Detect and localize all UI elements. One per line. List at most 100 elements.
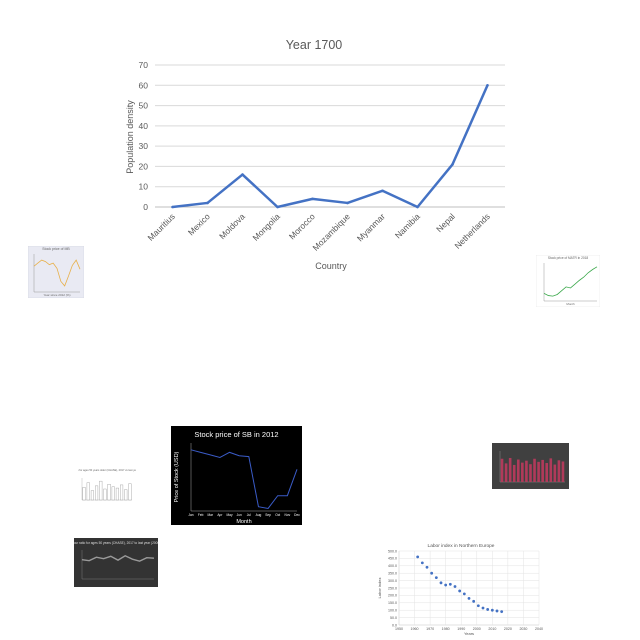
y-tick-label: 400.0: [388, 564, 397, 568]
data-point: [346, 201, 349, 205]
y-tick-label: 30: [139, 141, 149, 151]
thumbnail-bar: [120, 484, 124, 501]
y-tick-label: 40: [139, 121, 149, 131]
thumbnail-chart-sb: Stock price of SB in 2012 Month Price of S…: [171, 426, 302, 525]
thumbnail-bar: [99, 480, 103, 501]
x-tick-label: Sep: [265, 513, 271, 517]
y-tick-label: 0: [143, 202, 148, 212]
thumbnail-bar: [553, 464, 557, 482]
thumbnail-chart-matr: Stock price of MATR in 2018 Month: [536, 255, 600, 307]
thumbnail-chart-ratio-bars: Your ratio for ages 50 years older (CHAS…: [78, 466, 136, 506]
thumbnail-background: [536, 255, 600, 307]
thumbnail-title: Your ratio for ages 50 years (CHASE), 20…: [74, 541, 158, 545]
scatter-point: [444, 583, 448, 587]
y-axis-label: Population density: [125, 100, 135, 174]
thumbnail-bar: [516, 459, 520, 482]
thumbnail-bar: [529, 464, 532, 482]
scatter-point: [476, 604, 480, 608]
thumbnail-series-line: [81, 555, 155, 562]
scatter-point: [416, 555, 420, 559]
thumbnail-chart-dark-bars: [492, 443, 569, 489]
x-tick-label: 2030: [519, 627, 527, 631]
scatter-point: [490, 608, 494, 612]
x-tick-label: Netherlands: [452, 211, 491, 250]
y-tick-label: 450.0: [388, 557, 397, 561]
scatter-point: [467, 596, 471, 600]
data-point: [206, 201, 209, 205]
x-tick-label: Mozambique: [310, 211, 352, 253]
x-tick-label: Myanmar: [355, 211, 387, 243]
data-point: [416, 205, 419, 209]
x-tick-label: Jan: [188, 513, 193, 517]
x-tick-label: Mauritius: [145, 211, 176, 242]
x-tick-label: 2020: [504, 627, 512, 631]
thumbnail-bar: [111, 486, 115, 501]
y-tick-label: 100.0: [388, 609, 397, 613]
thumbnail-background: [171, 426, 302, 525]
thumbnail-bar: [86, 482, 90, 501]
thumbnail-bar: [124, 489, 128, 501]
data-point: [381, 189, 384, 193]
thumbnail-bar: [82, 487, 86, 501]
thumbnail-x-label: Years: [464, 631, 474, 636]
thumbnail-bar: [512, 464, 516, 482]
y-tick-label: 50.0: [390, 616, 397, 620]
scatter-point: [439, 581, 443, 585]
x-tick-label: 2000: [473, 627, 481, 631]
thumbnail-y-label: Price of Stock (USD): [174, 451, 180, 502]
thumbnail-bar: [504, 463, 508, 482]
thumbnail-series-line: [190, 449, 298, 509]
thumbnail-title: Labor index in Northern Europe: [428, 543, 495, 549]
scatter-point: [462, 592, 466, 596]
thumbnail-bar: [95, 485, 99, 501]
y-tick-label: 60: [139, 80, 149, 90]
x-tick-label: Nov: [285, 513, 291, 517]
thumbnail-chart-mb: Stock price of MB Year since 2012 (%): [28, 246, 84, 298]
chart-title: Year 1700: [286, 38, 343, 52]
main-line-chart: Year 1700 Population density Country 0 10…: [125, 38, 505, 271]
scatter-point: [425, 565, 429, 569]
y-tick-label: 70: [139, 60, 149, 70]
thumbnail-background: [28, 246, 84, 298]
thumbnail-chart-ratio-line: Your ratio for ages 50 years (CHASE), 20…: [74, 538, 158, 587]
data-point: [311, 197, 314, 201]
thumbnail-title: Stock price of MATR in 2018: [548, 256, 589, 260]
thumbnail-bar: [128, 483, 132, 501]
thumbnail-bar: [115, 487, 119, 501]
thumbnail-bar: [557, 460, 561, 482]
x-tick-label: 2040: [535, 627, 543, 631]
thumbnail-bar: [537, 461, 540, 482]
x-tick-label: Namibia: [393, 211, 422, 240]
thumbnail-title: Stock price of MB: [42, 247, 70, 251]
y-tick-label: 200.0: [388, 594, 397, 598]
x-tick-label: Oct: [275, 513, 280, 517]
thumbnail-bar: [107, 484, 111, 501]
x-tick-label: Nepal: [434, 211, 457, 234]
data-point: [276, 205, 279, 209]
thumbnail-bar: [549, 458, 553, 482]
scatter-point: [420, 561, 424, 565]
thumbnail-bar: [90, 490, 94, 501]
x-tick-label: Mar: [208, 513, 214, 517]
x-tick-label: Dec: [294, 513, 300, 517]
data-point: [241, 173, 244, 176]
x-tick-label: Feb: [198, 513, 204, 517]
scatter-point: [472, 599, 476, 603]
thumbnail-bar: [525, 460, 528, 482]
thumbnail-x-label: Month: [236, 519, 251, 525]
x-tick-label: Mexico: [186, 211, 212, 237]
y-tick-label: 20: [139, 161, 149, 171]
thumbnail-x-label: Year since 2012 (%): [44, 293, 71, 297]
scatter-point: [430, 571, 434, 575]
x-tick-label: 2010: [488, 627, 496, 631]
x-tick-label: Jul: [247, 513, 251, 517]
thumbnail-y-label: Labor index: [377, 578, 382, 599]
y-tick-label: 300.0: [388, 579, 397, 583]
thumbnail-bar: [508, 457, 512, 482]
x-tick-label: Apr: [217, 513, 223, 517]
thumbnail-series-line: [543, 266, 598, 297]
series-line: [172, 84, 489, 209]
thumbnail-bar: [500, 458, 504, 482]
x-tick-label: Moldova: [217, 211, 247, 241]
scatter-point: [486, 608, 490, 611]
